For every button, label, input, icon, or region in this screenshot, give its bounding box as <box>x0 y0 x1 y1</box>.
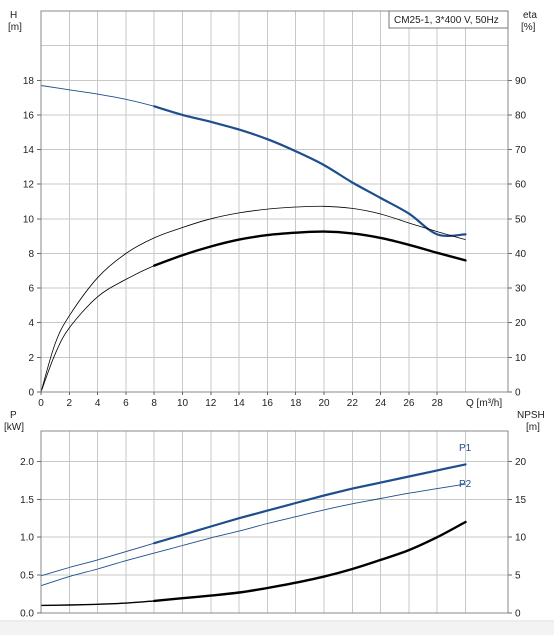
power-npsh-left-tick-label: 2.0 <box>20 457 34 468</box>
head-efficiency-x-tick-label: 20 <box>318 398 330 409</box>
head-efficiency-right-tick-label: 70 <box>515 145 527 156</box>
head-efficiency-x-tick-label: 18 <box>290 398 302 409</box>
head-axis-unit: [m] <box>8 22 22 33</box>
head-efficiency-x-tick-label: 16 <box>262 398 274 409</box>
npsh-axis-unit: [m] <box>526 422 540 433</box>
head-efficiency-right-tick-label: 10 <box>515 353 527 364</box>
power-npsh-series <box>40 463 467 607</box>
power-npsh-panel: 0.0 0.5 1.0 1.5 2.0 0 5 10 15 20 P [kW] NPSH [m]… <box>4 410 545 620</box>
head-efficiency-x-tick-label: 26 <box>403 398 415 409</box>
head-efficiency-right-tick-label: 90 <box>515 76 527 87</box>
head-efficiency-series <box>40 85 467 393</box>
power-npsh-left-tick-label: 0.5 <box>20 571 34 582</box>
power-npsh-right-tick-label: 0 <box>515 609 521 620</box>
head-efficiency-x-tick-label: 24 <box>375 398 387 409</box>
efficiency-axis-unit: [%] <box>521 22 536 33</box>
power-npsh-left-tick-label: 0.0 <box>20 609 34 620</box>
head-efficiency-x-tick-label: 10 <box>177 398 189 409</box>
head-efficiency-right-tick-label: 60 <box>515 180 527 191</box>
head-efficiency-right-tick-label: 50 <box>515 214 527 225</box>
head-efficiency-x-tick-label: 8 <box>151 398 157 409</box>
head-efficiency-left-tick-label: 16 <box>23 110 35 121</box>
power-axis-label: P <box>10 410 17 421</box>
p2-series-label: P2 <box>459 479 472 490</box>
efficiency-axis-label: eta <box>523 10 537 21</box>
power-npsh-series-p1-line-operating-range <box>153 463 467 545</box>
head-efficiency-left-tick-label: 8 <box>28 249 34 260</box>
head-efficiency-series-1-line <box>40 205 466 393</box>
head-efficiency-right-tick-label: 0 <box>515 388 521 399</box>
power-npsh-left-tick-label: 1.5 <box>20 495 34 506</box>
power-npsh-right-tick-label: 15 <box>515 495 527 506</box>
power-npsh-frame <box>40 430 509 614</box>
head-efficiency-x-tick-label: 14 <box>234 398 246 409</box>
power-npsh-right-tick-label: 5 <box>515 571 521 582</box>
footer-strip <box>0 622 554 635</box>
head-efficiency-series-0-line-operating-range <box>153 105 467 238</box>
flow-axis-label: Q [m³/h] <box>466 398 502 409</box>
head-efficiency-panel: 0 2 4 6 8 10 12 14 16 18 20 22 24 26 28 02468101214161… <box>8 10 537 409</box>
head-efficiency-right-tick-label: 20 <box>515 318 527 329</box>
head-efficiency-x-tick-label: 22 <box>347 398 359 409</box>
head-efficiency-left-tick-label: 2 <box>28 353 34 364</box>
head-efficiency-x-tick-label: 4 <box>95 398 101 409</box>
head-efficiency-left-tick-label: 12 <box>23 180 35 191</box>
power-npsh-series-p2-line <box>40 483 466 587</box>
head-efficiency-left-tick-label: 0 <box>28 388 34 399</box>
head-efficiency-right-tick-label: 40 <box>515 249 527 260</box>
npsh-axis-label: NPSH <box>517 410 545 421</box>
efficiency-y-ticks: 0 10 20 30 40 50 60 70 80 90 <box>508 76 527 399</box>
head-efficiency-x-tick-label: 28 <box>432 398 444 409</box>
head-efficiency-left-tick-label: 18 <box>23 76 35 87</box>
model-box <box>388 10 509 29</box>
power-y-ticks: 0.0 0.5 1.0 1.5 2.0 <box>20 457 41 620</box>
head-efficiency-x-tick-label: 2 <box>67 398 73 409</box>
head-efficiency-x-tick-label: 6 <box>123 398 129 409</box>
head-efficiency-x-ticks: 0 2 4 6 8 10 12 14 16 18 20 22 24 26 28 <box>38 392 443 409</box>
head-efficiency-x-tick-label: 12 <box>205 398 217 409</box>
chart-title: CM25-1, 3*400 V, 50Hz <box>394 15 499 26</box>
head-y-ticks: 0 2 4 6 8 10 12 14 16 18 <box>23 76 41 399</box>
head-efficiency-grid <box>41 11 508 392</box>
head-efficiency-series-2-line-operating-range <box>153 230 467 267</box>
p1-series-label: P1 <box>459 443 472 454</box>
power-npsh-series-2-line-operating-range <box>153 520 467 603</box>
head-efficiency-left-tick-label: 14 <box>23 145 35 156</box>
power-axis-unit: [kW] <box>4 422 24 433</box>
npsh-y-ticks: 0 5 10 15 20 <box>508 457 527 620</box>
head-efficiency-right-tick-label: 80 <box>515 110 527 121</box>
power-npsh-right-tick-label: 10 <box>515 533 527 544</box>
power-npsh-left-tick-label: 1.0 <box>20 533 34 544</box>
head-efficiency-left-tick-label: 4 <box>28 318 34 329</box>
head-efficiency-frame <box>40 10 509 393</box>
head-axis-label: H <box>10 10 17 21</box>
head-efficiency-x-tick-label: 0 <box>38 398 44 409</box>
head-efficiency-right-tick-label: 30 <box>515 284 527 295</box>
power-npsh-right-tick-label: 20 <box>515 457 527 468</box>
head-efficiency-left-tick-label: 6 <box>28 284 34 295</box>
head-efficiency-left-tick-label: 10 <box>23 214 35 225</box>
